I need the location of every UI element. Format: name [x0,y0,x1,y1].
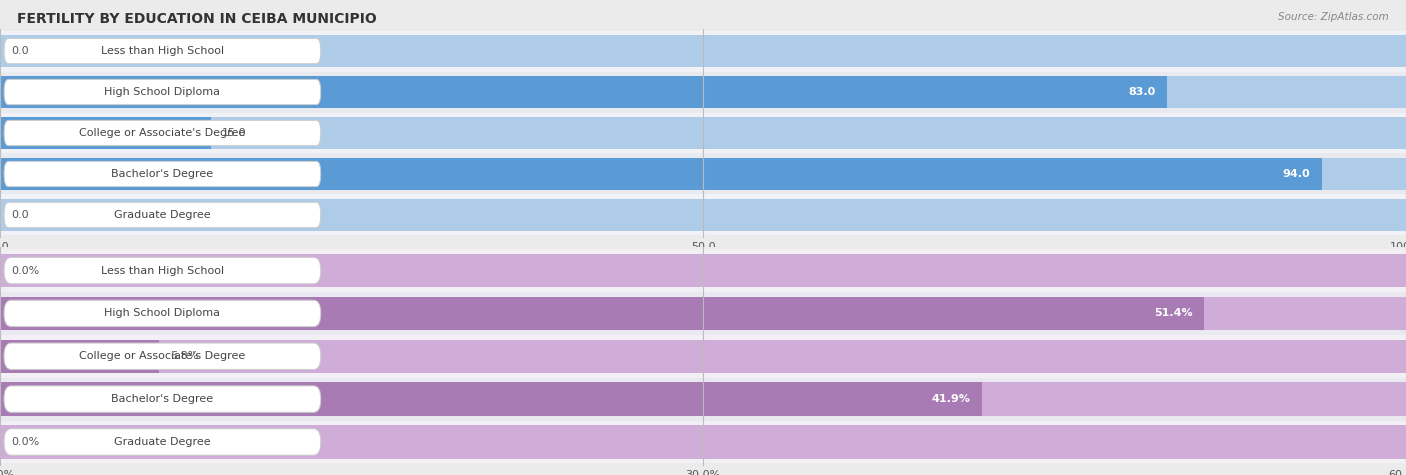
Bar [0,249,1406,292]
Bar [0,340,159,373]
Bar [0,199,1406,231]
Text: 0.0: 0.0 [11,46,30,56]
Text: 15.0: 15.0 [222,128,247,138]
Bar [0,76,1167,108]
FancyBboxPatch shape [4,343,321,370]
Bar [0,113,1406,153]
Bar [0,117,211,149]
Bar [0,117,1406,149]
Text: Graduate Degree: Graduate Degree [114,210,211,220]
Bar [0,378,1406,420]
Text: High School Diploma: High School Diploma [104,87,221,97]
FancyBboxPatch shape [4,202,321,228]
FancyBboxPatch shape [4,429,321,455]
FancyBboxPatch shape [4,38,321,64]
FancyBboxPatch shape [4,257,321,284]
Bar [0,335,1406,378]
Text: 83.0: 83.0 [1129,87,1156,97]
Text: 0.0%: 0.0% [11,437,39,447]
Text: 0.0: 0.0 [11,210,30,220]
Text: 51.4%: 51.4% [1154,308,1194,318]
Bar [0,72,1406,113]
Text: Bachelor's Degree: Bachelor's Degree [111,394,214,404]
Bar [0,30,1406,72]
Bar [0,382,1406,416]
Text: FERTILITY BY EDUCATION IN CEIBA MUNICIPIO: FERTILITY BY EDUCATION IN CEIBA MUNICIPI… [17,12,377,26]
Text: Bachelor's Degree: Bachelor's Degree [111,169,214,179]
FancyBboxPatch shape [4,300,321,327]
Text: High School Diploma: High School Diploma [104,308,221,318]
Text: College or Associate's Degree: College or Associate's Degree [79,128,246,138]
Text: Graduate Degree: Graduate Degree [114,437,211,447]
Text: Source: ZipAtlas.com: Source: ZipAtlas.com [1278,12,1389,22]
Text: Less than High School: Less than High School [101,46,224,56]
Text: 94.0: 94.0 [1282,169,1310,179]
Bar [0,425,1406,459]
FancyBboxPatch shape [4,162,321,187]
Bar [0,194,1406,236]
Bar [0,254,1406,287]
Bar [0,382,981,416]
Bar [0,158,1406,190]
Bar [0,297,1406,330]
Bar [0,292,1406,335]
Bar [0,158,1322,190]
Text: College or Associate's Degree: College or Associate's Degree [79,351,246,361]
Bar [0,76,1406,108]
Text: 6.8%: 6.8% [170,351,200,361]
Bar [0,420,1406,463]
Bar [0,297,1205,330]
FancyBboxPatch shape [4,79,321,104]
Bar [0,35,1406,67]
Bar [0,153,1406,194]
Text: 41.9%: 41.9% [932,394,970,404]
Bar [0,340,1406,373]
FancyBboxPatch shape [4,386,321,412]
Text: 0.0%: 0.0% [11,266,39,276]
Text: Less than High School: Less than High School [101,266,224,276]
FancyBboxPatch shape [4,120,321,146]
